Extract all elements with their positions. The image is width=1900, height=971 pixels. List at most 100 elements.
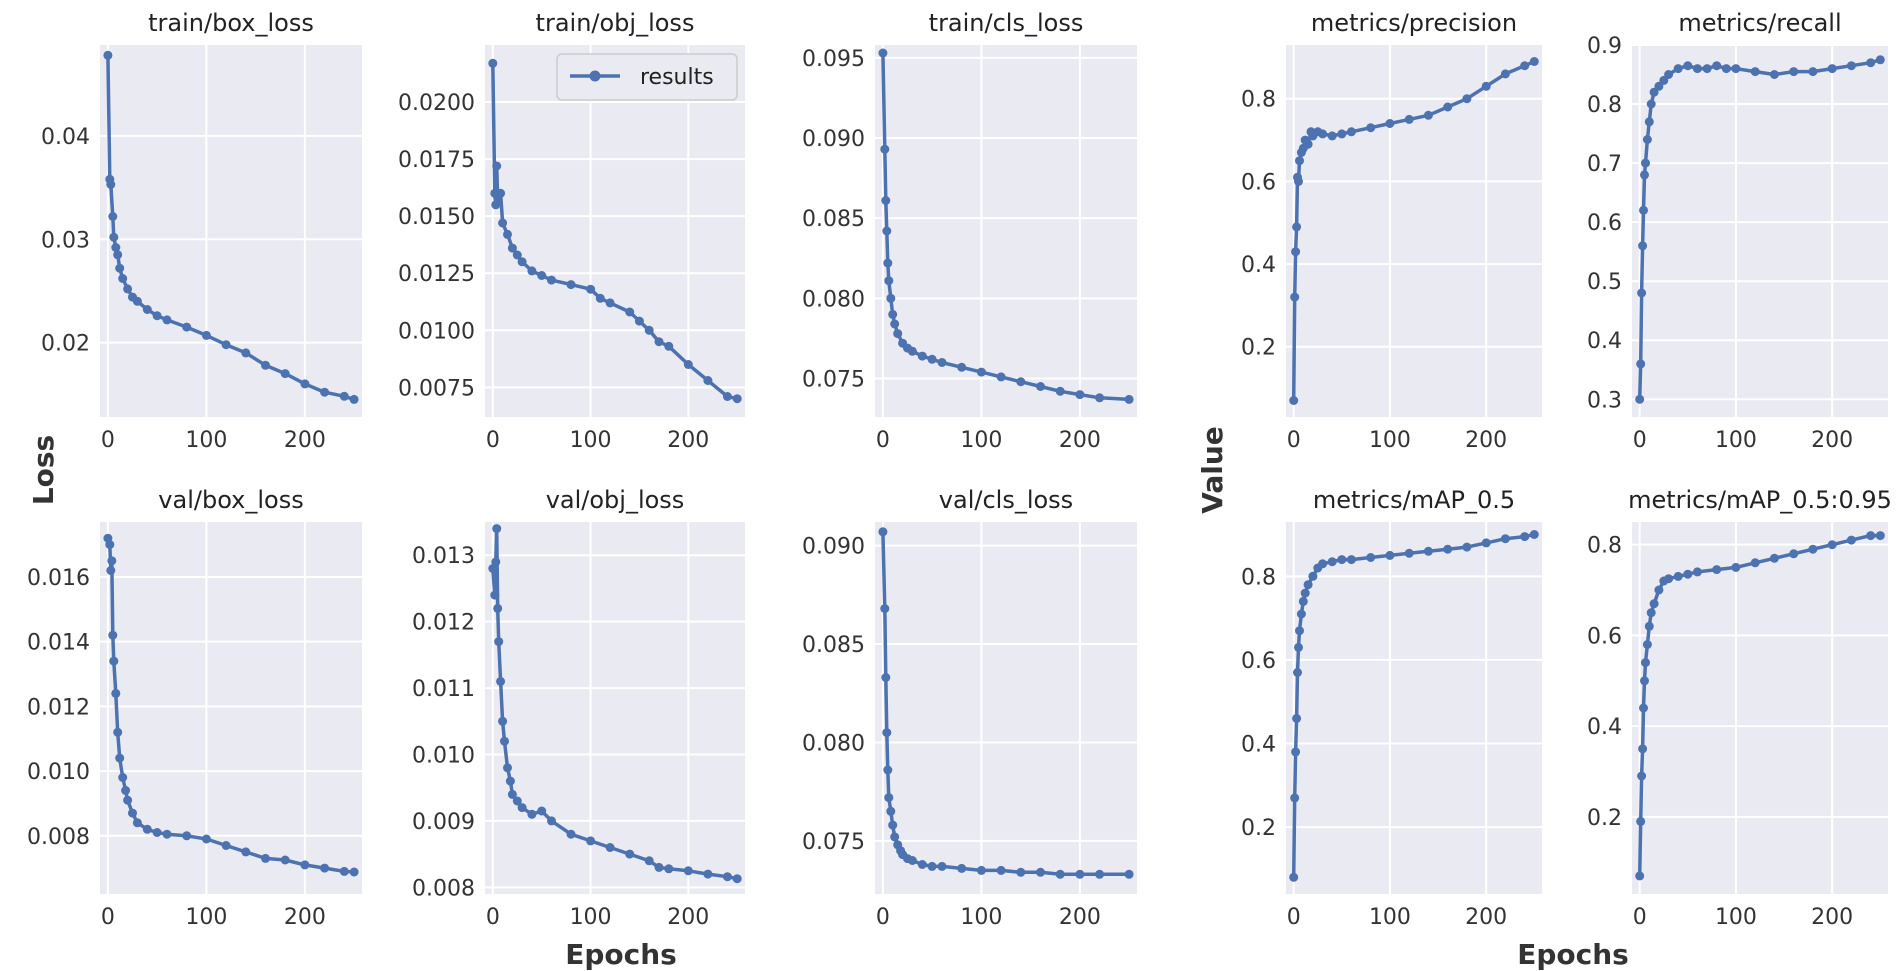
plot-area: [100, 45, 362, 417]
data-point: [503, 763, 512, 773]
y-tick-label: 0.04: [41, 125, 90, 150]
data-point: [927, 861, 937, 871]
plot-area: [1632, 45, 1888, 417]
data-point: [625, 849, 635, 859]
data-point: [113, 250, 123, 260]
data-point: [1423, 546, 1433, 556]
data-point: [654, 862, 664, 872]
data-point: [1291, 247, 1301, 257]
data-point: [1462, 542, 1472, 552]
y-tick-label: 0.011: [412, 677, 475, 702]
data-point: [1298, 596, 1308, 606]
data-point: [123, 795, 133, 805]
data-point: [1385, 119, 1395, 128]
panel-val-box-loss: 0 100 200 0.008 0.010 0.012 0.014 0.016 val/box_…: [27, 486, 362, 930]
data-point: [1644, 621, 1654, 631]
y-tick-label: 0.8: [1241, 88, 1276, 113]
data-point: [488, 58, 498, 68]
data-point: [882, 226, 892, 236]
data-point: [1327, 131, 1337, 141]
loss-axis-label: Loss: [27, 435, 60, 505]
data-point: [1423, 110, 1433, 120]
data-point: [1293, 668, 1302, 677]
subplot-grid: 0 100 200 0.02 0.03 0.04 train/box_loss 0 100 200…: [27, 9, 1892, 930]
data-point: [1337, 555, 1347, 565]
x-tick-label: 200: [667, 428, 709, 453]
data-point: [241, 348, 251, 358]
data-point: [586, 836, 596, 846]
data-point: [722, 872, 732, 882]
data-point: [1295, 156, 1304, 166]
y-tick-label: 0.6: [1587, 211, 1622, 236]
y-tick-label: 0.8: [1241, 565, 1276, 590]
y-tick-label: 0.0100: [398, 319, 475, 344]
value-axis-label: Value: [1196, 426, 1229, 514]
data-point: [1289, 396, 1299, 405]
data-point: [1638, 744, 1648, 754]
data-point: [1346, 127, 1356, 137]
data-point: [703, 376, 713, 385]
data-point: [1500, 534, 1510, 544]
x-tick-label: 200: [1059, 428, 1101, 453]
y-tick-label: 0.6: [1241, 170, 1276, 195]
data-point: [1318, 559, 1328, 569]
data-point: [732, 394, 742, 404]
data-point: [280, 369, 290, 379]
data-point: [493, 603, 503, 613]
y-tick-label: 0.085: [802, 633, 865, 658]
data-point: [1644, 117, 1654, 127]
x-tick-label: 100: [1715, 905, 1757, 930]
y-tick-label: 0.008: [412, 876, 475, 901]
data-point: [111, 243, 121, 252]
x-tick-label: 0: [1287, 905, 1301, 930]
data-point: [1654, 585, 1664, 595]
panel-val-cls-loss: 0 100 200 0.075 0.080 0.085 0.090 val/cls_loss: [802, 486, 1137, 930]
data-point: [937, 358, 947, 367]
data-point: [937, 861, 947, 871]
data-point: [1404, 114, 1414, 124]
panel-title: val/obj_loss: [546, 486, 685, 514]
data-point: [1875, 55, 1885, 65]
data-point: [1769, 70, 1779, 79]
x-tick-label: 100: [1369, 428, 1411, 453]
data-point: [1327, 557, 1337, 567]
data-point: [703, 869, 713, 879]
x-tick-label: 200: [284, 905, 326, 930]
y-tick-label: 0.4: [1587, 715, 1622, 740]
data-point: [162, 315, 172, 325]
y-tick-label: 0.009: [412, 810, 475, 835]
y-tick-label: 0.0175: [398, 148, 475, 173]
data-point: [927, 354, 937, 364]
x-tick-label: 200: [1811, 428, 1853, 453]
data-point: [1292, 713, 1302, 723]
data-point: [105, 540, 115, 550]
data-point: [142, 305, 152, 314]
data-point: [1075, 869, 1085, 879]
data-point: [976, 367, 986, 377]
y-tick-label: 0.013: [412, 544, 475, 569]
data-point: [1673, 571, 1683, 581]
x-tick-label: 200: [667, 905, 709, 930]
panel-metrics-precision: 0 100 200 0.2 0.4 0.6 0.8 metrics/precision: [1241, 9, 1542, 453]
data-point: [503, 229, 512, 239]
y-tick-label: 0.4: [1241, 253, 1276, 278]
data-point: [1827, 64, 1837, 74]
data-point: [320, 387, 330, 397]
panel-train-cls-loss: 0 100 200 0.075 0.080 0.085 0.090 0.095 train/cl…: [802, 9, 1137, 453]
data-point: [339, 866, 349, 876]
data-point: [128, 808, 137, 818]
y-tick-label: 0.0150: [398, 205, 475, 230]
x-tick-label: 100: [185, 905, 227, 930]
plot-area: [1286, 522, 1542, 894]
data-point: [1692, 567, 1702, 577]
y-tick-label: 0.010: [27, 760, 90, 785]
data-point: [1702, 64, 1712, 74]
data-point: [1866, 58, 1876, 68]
data-point: [884, 276, 894, 286]
y-tick-label: 0.080: [802, 287, 865, 312]
data-point: [683, 866, 693, 876]
data-point: [957, 863, 967, 873]
x-tick-label: 0: [101, 428, 115, 453]
data-point: [349, 394, 359, 404]
